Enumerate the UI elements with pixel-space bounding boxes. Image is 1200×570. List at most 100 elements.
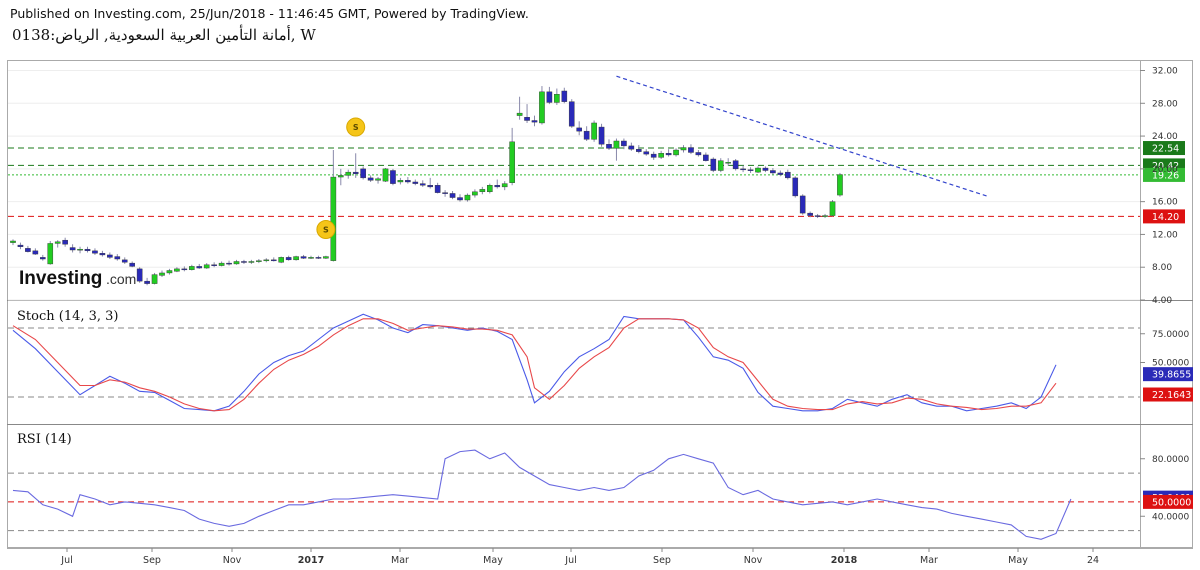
candle-down	[762, 167, 769, 171]
candle-down	[62, 239, 68, 245]
time-tick-label: May	[1008, 555, 1028, 566]
candle-down	[621, 140, 627, 147]
candle-down	[703, 154, 709, 161]
candle-up	[330, 176, 337, 261]
candle-up	[323, 256, 329, 259]
candle-down	[107, 254, 113, 258]
candle-up	[77, 248, 83, 251]
candle-down	[300, 256, 307, 259]
candle-down	[628, 145, 635, 150]
candle-down	[799, 195, 806, 214]
candlestick-series	[10, 86, 843, 286]
time-tick-label: 2018	[831, 555, 858, 566]
candle-up	[47, 243, 54, 265]
indicator-tick-label: 80.0000	[1152, 455, 1189, 465]
candle-up	[472, 191, 478, 196]
candle-down	[352, 171, 359, 174]
candle-up	[174, 268, 180, 272]
candle-up	[375, 178, 381, 181]
svg-text:.com: .com	[106, 271, 136, 287]
candle-down	[636, 148, 642, 152]
candle-up	[256, 260, 262, 262]
candle-down	[457, 197, 463, 201]
dividend-badge	[316, 220, 336, 240]
level-badge	[1143, 167, 1185, 182]
svg-text:Investing: Investing	[19, 268, 102, 289]
candle-down	[695, 152, 702, 156]
candle-up	[829, 201, 836, 216]
candle-down	[814, 215, 821, 217]
candle-down	[412, 181, 419, 184]
candle-up	[278, 257, 285, 263]
candle-down	[643, 151, 650, 155]
candle-down	[32, 250, 39, 255]
candle-up	[822, 215, 828, 217]
candle-down	[546, 91, 553, 103]
trendline[interactable]	[616, 75, 990, 198]
price-tick-label: 28.00	[1152, 99, 1178, 109]
candle-up	[479, 189, 486, 193]
price-axis: 4.00 8.00 12.00 16.00 20.00 24.00 28.00 32.00	[1140, 67, 1178, 306]
indicator-value-label: 22.1643	[1152, 390, 1191, 401]
candle-up	[717, 160, 724, 171]
candle-up	[345, 171, 352, 176]
candle-down	[427, 185, 434, 188]
candle-down	[494, 185, 501, 188]
candle-down	[17, 244, 24, 247]
time-tick-label: Nov	[744, 555, 763, 566]
candle-up	[308, 257, 314, 259]
candle-up	[464, 194, 471, 201]
candle-up	[10, 240, 16, 243]
price-tick-label: 4.00	[1152, 296, 1172, 306]
time-tick-label: Mar	[391, 555, 409, 566]
indicator-tick-label: 75.0000	[1152, 330, 1189, 340]
indicator-value-label: 50.0000	[1152, 497, 1191, 508]
candle-down	[568, 101, 575, 127]
dividend-markers: SS	[316, 117, 366, 240]
candle-down	[434, 185, 441, 193]
candle-down	[442, 192, 448, 194]
price-tick-label: 32.00	[1152, 67, 1178, 77]
candle-down	[531, 120, 538, 123]
candle-down	[99, 253, 106, 256]
candle-down	[360, 168, 366, 179]
candle-down	[92, 250, 98, 254]
candle-down	[129, 262, 136, 267]
candle-up	[539, 91, 545, 124]
candle-down	[114, 256, 121, 260]
candle-up	[203, 264, 210, 269]
dividend-label: S	[353, 123, 359, 132]
candle-down	[84, 248, 91, 252]
candle-up	[755, 167, 761, 173]
candle-up	[188, 266, 195, 270]
level-label: 19.26	[1152, 170, 1179, 181]
time-tick-label: Mar	[920, 555, 938, 566]
dividend-badge	[346, 117, 366, 137]
candle-down	[792, 177, 799, 197]
level-label: 22.54	[1152, 144, 1179, 155]
candle-down	[69, 247, 76, 251]
candle-down	[561, 90, 568, 102]
candle-up	[613, 140, 620, 149]
candle-down	[777, 172, 784, 175]
candle-up	[54, 241, 61, 244]
candle-down	[241, 261, 247, 263]
indicator-value-badge	[1143, 387, 1193, 402]
candle-down	[650, 153, 657, 158]
candle-down	[136, 268, 143, 282]
candle-down	[807, 212, 813, 216]
candle-up	[397, 180, 404, 183]
candle-up	[516, 112, 523, 116]
candle-down	[710, 158, 717, 171]
symbol-caption: أمانة التأمين العربية السعودية, الرياض:0…	[12, 26, 316, 44]
time-tick-label: 24	[1087, 555, 1099, 566]
candle-down	[732, 160, 739, 170]
candle-up	[673, 149, 679, 156]
candle-down	[367, 177, 374, 181]
price-tick-label: 16.00	[1152, 198, 1178, 208]
indicator-series-pctd	[12, 318, 1057, 412]
candle-up	[501, 183, 508, 188]
